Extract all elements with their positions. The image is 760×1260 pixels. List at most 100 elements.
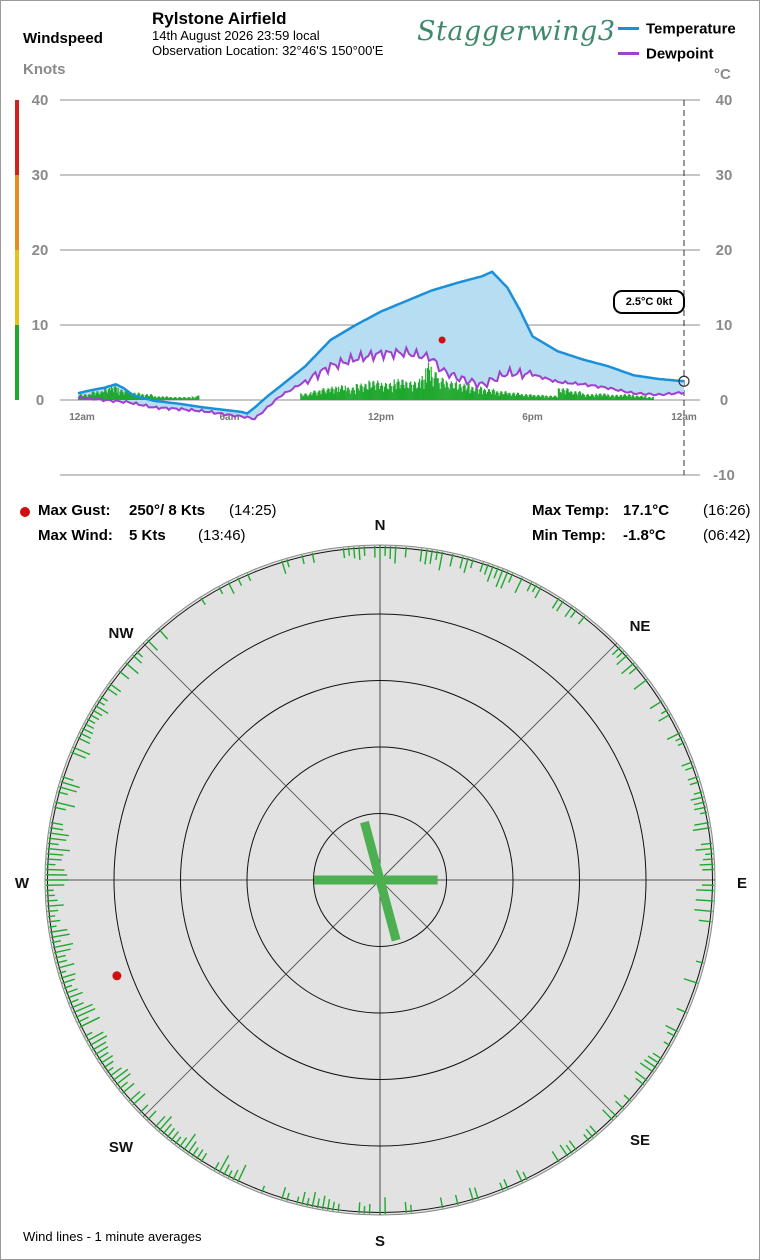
wind-speed-bar [527, 397, 529, 400]
wind-speed-bar [645, 395, 647, 400]
wind-speed-bar [146, 394, 149, 400]
wind-speed-bar [318, 390, 320, 400]
wind-speed-bar [324, 391, 326, 400]
wind-speed-bar [563, 390, 565, 400]
wind-speed-bar [195, 396, 197, 400]
wind-speed-bar [652, 397, 654, 400]
wind-speed-bar [555, 396, 558, 400]
wind-speed-bar [370, 388, 372, 400]
wind-speed-bar [581, 395, 583, 400]
wind-speed-bar [389, 382, 391, 400]
wind-speed-bar [383, 386, 386, 400]
wind-speed-bar [605, 395, 607, 400]
wind-speed-bar [525, 394, 527, 400]
wind-speed-bar [371, 386, 373, 400]
wind-speed-bar [633, 396, 635, 400]
wind-speed-bar [534, 395, 536, 400]
wind-speed-bar [415, 388, 418, 400]
wind-speed-bar [601, 396, 603, 400]
wind-speed-bar [549, 396, 551, 400]
wind-speed-bar [542, 394, 544, 400]
max-gust-value: 250°/ 8 Kts [129, 502, 206, 519]
wind-speed-bar [478, 393, 480, 400]
wind-speed-bar [394, 384, 396, 400]
wind-speed-bar [127, 392, 129, 400]
wind-speed-bar [498, 395, 500, 400]
wind-speed-bar [554, 395, 557, 400]
wind-speed-bar [186, 397, 188, 400]
wind-speed-bar [409, 382, 411, 400]
wind-speed-bar [515, 394, 518, 400]
legend-dewpoint: Dewpoint [618, 45, 714, 63]
station-name: Rylstone Airfield [152, 9, 287, 28]
wind-speed-bar [576, 393, 578, 400]
wind-speed-bar [92, 391, 94, 400]
wind-speed-bar [630, 397, 632, 400]
wind-speed-bar [524, 394, 526, 400]
wind-speed-bar [300, 393, 302, 400]
gust-marker-key [20, 507, 30, 517]
wind-speed-bar [493, 390, 495, 400]
wind-speed-bar [145, 394, 148, 400]
speed-scale-band [15, 100, 19, 175]
wind-speed-bar [162, 396, 164, 400]
windspeed-title: Windspeed [23, 30, 103, 47]
wind-speed-bar [617, 396, 620, 400]
wind-speed-bar [161, 396, 163, 400]
wind-speed-bar [567, 388, 569, 400]
wind-speed-bar [460, 387, 462, 400]
wind-speed-bar [169, 397, 172, 400]
wind-speed-bar [118, 395, 120, 400]
wind-speed-bar [528, 394, 530, 400]
wind-speed-bar [386, 388, 389, 400]
wind-speed-bar [117, 387, 119, 400]
celsius-unit-label: °C [714, 66, 731, 83]
wind-speed-bar [397, 379, 399, 400]
wind-speed-bar [484, 390, 487, 400]
wind-speed-bar [569, 392, 571, 400]
wind-speed-bar [649, 397, 652, 400]
wind-speed-bar [492, 388, 494, 400]
max-wind-value: 5 Kts [129, 527, 166, 544]
wind-speed-bar [499, 392, 501, 400]
wind-speed-bar [650, 398, 653, 400]
wind-speed-bar [482, 390, 485, 400]
wind-speed-bar [330, 388, 332, 400]
wind-speed-bar [425, 368, 427, 400]
wind-speed-bar [648, 397, 651, 400]
wind-speed-bar [629, 395, 631, 400]
wind-speed-bar [353, 390, 355, 400]
wind-speed-bar [432, 386, 434, 400]
wind-speed-bar [194, 397, 196, 400]
wind-speed-bar [399, 388, 401, 400]
wind-speed-bar [421, 376, 423, 400]
wind-speed-bar [325, 393, 327, 400]
wind-speed-bar [103, 392, 105, 400]
wind-speed-bar [610, 396, 612, 400]
wind-speed-bar [179, 397, 181, 400]
wind-speed-bar [91, 392, 93, 400]
wind-speed-bar [577, 395, 579, 400]
wind-speed-bar [616, 394, 618, 400]
wind-speed-bar [360, 383, 362, 400]
wind-speed-bar [198, 395, 200, 400]
wind-speed-bar [473, 390, 475, 400]
wind-speed-bar [401, 379, 403, 400]
max-temp-time: (16:26) [703, 502, 751, 519]
wind-speed-bar [116, 392, 118, 400]
wind-speed-bar [651, 397, 654, 400]
wind-speed-bar [416, 387, 419, 400]
wind-speed-bar [328, 388, 330, 400]
right-axis-tick-label: 30 [716, 167, 733, 184]
wind-speed-bar [384, 383, 387, 400]
wind-speed-bar [351, 387, 353, 400]
wind-speed-bar [437, 378, 439, 400]
wind-speed-bar [385, 383, 388, 400]
wind-speed-bar [631, 395, 633, 400]
wind-speed-bar [340, 385, 343, 400]
wind-speed-bar [469, 393, 471, 400]
wind-speed-bar [615, 395, 617, 400]
wind-speed-bar [602, 394, 604, 400]
wind-speed-bar [348, 389, 350, 400]
wind-speed-bar [544, 397, 546, 400]
